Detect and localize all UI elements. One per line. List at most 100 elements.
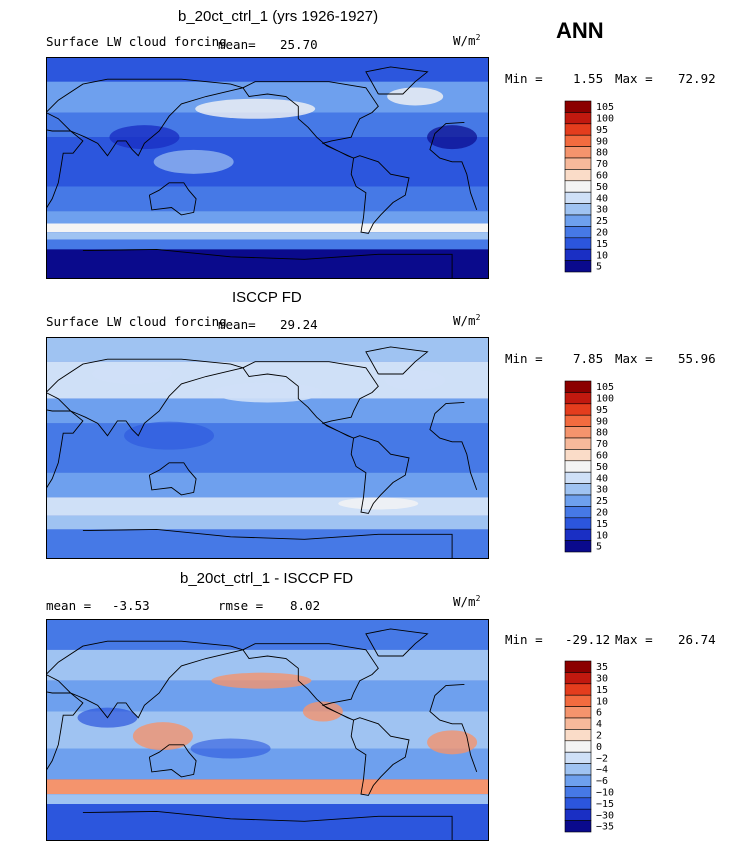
panel3-rmse-label: rmse =	[218, 598, 264, 613]
coastline	[350, 435, 410, 514]
colorbar-label: 25	[596, 496, 608, 507]
coastline	[46, 358, 245, 437]
panel3-rmse-value: 8.02	[290, 598, 321, 613]
season-label: ANN	[556, 18, 604, 43]
coastline	[148, 462, 197, 496]
colorbar-box	[564, 403, 592, 416]
coastline	[46, 683, 478, 773]
colorbar-label: −6	[596, 776, 608, 787]
coastline	[350, 155, 410, 234]
panel1-units: W/m2	[453, 33, 481, 49]
colorbar-label: 2	[596, 731, 602, 742]
colorbar-label: 70	[596, 159, 608, 170]
panel2-max-label: Max =	[615, 351, 653, 366]
colorbar-label: 95	[596, 125, 608, 136]
coastline	[46, 78, 245, 157]
colorbar-label: 90	[596, 136, 608, 147]
colorbar-box	[564, 112, 592, 125]
colorbar-box	[564, 660, 592, 673]
colorbar-label: 5	[596, 262, 602, 273]
colorbar-box	[564, 157, 592, 170]
colorbar-box	[564, 134, 592, 147]
colorbar-label: 40	[596, 193, 608, 204]
colorbar-box	[564, 123, 592, 136]
colorbar-box	[564, 260, 592, 273]
coastline	[350, 717, 410, 796]
colorbar-label: 105	[596, 102, 614, 113]
colorbar-label: 100	[596, 114, 614, 125]
coastline	[242, 361, 379, 439]
colorbar-box	[564, 751, 592, 764]
colorbar-box	[564, 237, 592, 250]
panel2-min-label: Min =	[505, 351, 543, 366]
colorbar-box	[564, 392, 592, 405]
colorbar-label: 15	[596, 239, 608, 250]
panel3-units: W/m2	[453, 594, 481, 610]
colorbar-label: 105	[596, 382, 614, 393]
colorbar-label: 15	[596, 519, 608, 530]
coastline	[46, 640, 245, 719]
colorbar-box	[564, 180, 592, 193]
coastline	[46, 121, 478, 211]
panel1-mean-label: mean=	[218, 37, 256, 52]
panel2-min-value: 7.85	[573, 351, 604, 366]
colorbar-box	[564, 494, 592, 507]
colorbar-label: 30	[596, 205, 608, 216]
panel3-max-value: 26.74	[678, 632, 716, 647]
colorbar-box	[564, 169, 592, 182]
colorbar-box	[564, 683, 592, 696]
coastline	[148, 744, 197, 778]
colorbar-box	[564, 214, 592, 227]
colorbar-box	[564, 414, 592, 427]
panel2-title: ISCCP FD	[232, 289, 302, 306]
colorbar-box	[564, 426, 592, 439]
colorbar-box	[564, 740, 592, 753]
colorbar-box	[564, 460, 592, 473]
panel3-min-label: Min =	[505, 632, 543, 647]
colorbar-label: 10	[596, 530, 608, 541]
panel1-map	[46, 57, 489, 279]
colorbar-label: −30	[596, 810, 614, 821]
colorbar-box	[564, 517, 592, 530]
panel2-units: W/m2	[453, 313, 481, 329]
panel3-mean-value: -3.53	[112, 598, 150, 613]
colorbar-box	[564, 146, 592, 159]
colorbar-label: 50	[596, 462, 608, 473]
colorbar-label: 25	[596, 216, 608, 227]
colorbar-box	[564, 437, 592, 450]
colorbar-label: 6	[596, 708, 602, 719]
panel1-max-value: 72.92	[678, 71, 716, 86]
coastline	[242, 81, 379, 159]
panel1-variable: Surface LW cloud forcing	[46, 34, 227, 49]
coastline	[365, 66, 429, 95]
colorbar-box	[564, 449, 592, 462]
colorbar-box	[564, 203, 592, 216]
colorbar-box	[564, 797, 592, 810]
colorbar-label: 5	[596, 542, 602, 553]
colorbar-box	[564, 808, 592, 821]
colorbar-label: −15	[596, 799, 614, 810]
panel2-map	[46, 337, 489, 559]
colorbar-label: 0	[596, 742, 602, 753]
colorbar-box	[564, 820, 592, 833]
colorbar-label: 10	[596, 250, 608, 261]
panel2-mean-label: mean=	[218, 317, 256, 332]
coastline	[46, 401, 478, 491]
coastline	[365, 346, 429, 375]
panel2-max-value: 55.96	[678, 351, 716, 366]
colorbar-label: 20	[596, 228, 608, 239]
panel3-map	[46, 619, 489, 841]
colorbar-label: 100	[596, 394, 614, 405]
colorbar-box	[564, 380, 592, 393]
colorbar-label: 10	[596, 696, 608, 707]
colorbar-box	[564, 483, 592, 496]
colorbar-label: 30	[596, 674, 608, 685]
colorbar-label: −35	[596, 822, 614, 833]
panel1-min-label: Min =	[505, 71, 543, 86]
colorbar-box	[564, 248, 592, 261]
colorbar-box	[564, 471, 592, 484]
colorbar-box	[564, 100, 592, 113]
colorbar-label: 15	[596, 685, 608, 696]
